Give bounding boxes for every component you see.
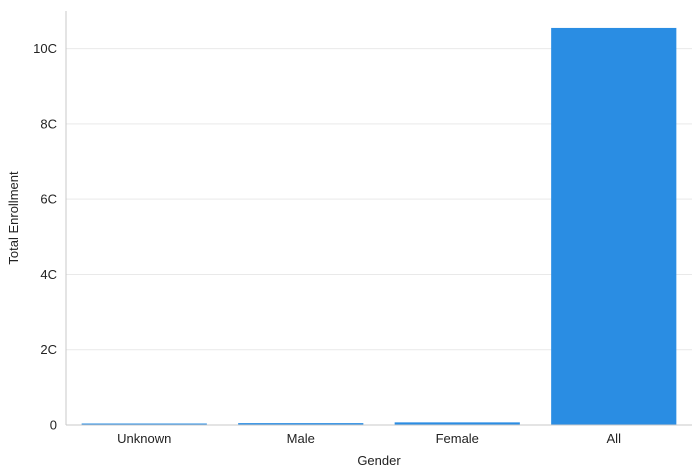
y-axis-ticks: 0 2C 4C 6C 8C 10C xyxy=(33,41,57,432)
y-tick-label: 6C xyxy=(40,192,57,207)
y-tick-label: 10C xyxy=(33,41,57,56)
y-tick-label: 8C xyxy=(40,116,57,131)
x-tick-label: All xyxy=(607,431,622,446)
x-axis-ticks: Unknown Male Female All xyxy=(117,431,621,446)
x-axis-title: Gender xyxy=(357,453,401,468)
x-tick-label: Male xyxy=(287,431,315,446)
bar-male[interactable] xyxy=(238,423,364,425)
x-tick-label: Unknown xyxy=(117,431,171,446)
y-axis-title: Total Enrollment xyxy=(6,171,21,265)
bar-unknown[interactable] xyxy=(81,423,207,425)
y-tick-label: 2C xyxy=(40,342,57,357)
x-tick-label: Female xyxy=(436,431,479,446)
bar-female[interactable] xyxy=(394,422,520,425)
y-tick-label: 0 xyxy=(50,418,57,433)
y-tick-label: 4C xyxy=(40,267,57,282)
bars xyxy=(81,27,677,425)
bar-all[interactable] xyxy=(551,27,677,425)
